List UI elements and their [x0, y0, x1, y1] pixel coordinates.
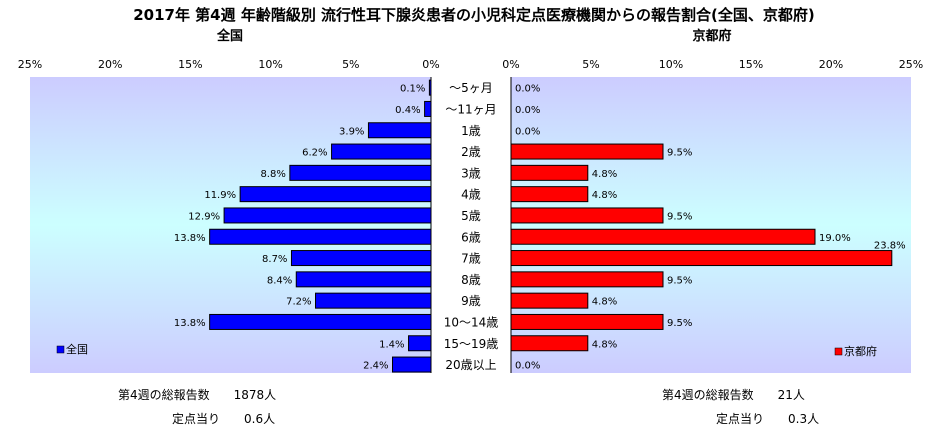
category-labels: ～5ヶ月 ～11ヶ月 1歳 2歳 3歳 4歳 5歳 6歳 7歳 8歳 9歳 10～14歳 15～19歳 2…: [444, 81, 499, 372]
bar-kyoto: [510, 228, 816, 245]
bar-national: [223, 207, 432, 224]
bar-kyoto: [510, 271, 664, 288]
data-label-national: 12.9%: [188, 211, 220, 222]
data-label-kyoto: 23.8%: [874, 241, 906, 252]
bar-national: [428, 79, 432, 96]
bar-national: [209, 313, 432, 330]
category-label: 3歳: [461, 166, 481, 180]
bar-national: [392, 356, 432, 373]
data-label-national: 2.4%: [363, 361, 388, 372]
bar-national: [331, 143, 432, 160]
category-label: 20歳以上: [445, 358, 496, 372]
tick-label-kyoto: 10%: [659, 58, 683, 71]
legend-label-kyoto: 京都府: [844, 344, 877, 358]
data-label-national: 11.9%: [204, 190, 236, 201]
data-label-kyoto: 9.5%: [667, 275, 692, 286]
bar-national: [424, 100, 432, 117]
tick-label-national: 0%: [422, 58, 439, 71]
tick-label-kyoto: 15%: [739, 58, 763, 71]
data-label-kyoto: 0.0%: [515, 84, 540, 95]
bar-kyoto: [510, 207, 664, 224]
data-label-kyoto: 0.0%: [515, 361, 540, 372]
data-label-kyoto: 9.5%: [667, 148, 692, 159]
panel-title-national: 全国: [216, 28, 243, 44]
data-label-kyoto: 19.0%: [819, 233, 851, 244]
data-label-national: 0.1%: [400, 84, 425, 95]
tick-label-kyoto: 25%: [899, 58, 923, 71]
data-label-national: 8.7%: [262, 254, 287, 265]
bar-national: [315, 292, 432, 309]
tick-label-kyoto: 20%: [819, 58, 843, 71]
legend-national: 全国: [56, 342, 88, 356]
tick-label-kyoto: 5%: [582, 58, 599, 71]
tick-label-national: 10%: [258, 58, 282, 71]
tick-label-kyoto: 0%: [502, 58, 519, 71]
tick-labels-kyoto: 0% 5% 10% 15% 20% 25%: [502, 58, 923, 71]
data-label-kyoto: 4.8%: [592, 169, 617, 180]
bar-national: [289, 164, 432, 181]
national-per-site: 定点当り 0.6人: [172, 412, 276, 426]
legend-swatch-kyoto: [834, 347, 843, 356]
tick-labels-national: 25% 20% 15% 10% 5% 0%: [18, 58, 440, 71]
kyoto-per-site: 定点当り 0.3人: [716, 412, 820, 426]
tick-label-national: 15%: [178, 58, 202, 71]
category-label: ～11ヶ月: [445, 102, 496, 116]
bar-kyoto: [510, 335, 589, 352]
category-label: 10～14歳: [444, 315, 499, 329]
bar-kyoto: [510, 313, 664, 330]
bar-national: [239, 186, 432, 203]
data-label-national: 3.9%: [339, 126, 364, 137]
data-label-kyoto: 0.0%: [515, 105, 540, 116]
data-label-national: 13.8%: [174, 318, 206, 329]
data-label-kyoto: 9.5%: [667, 211, 692, 222]
category-label: 1歳: [461, 124, 481, 138]
data-label-national: 7.2%: [286, 297, 311, 308]
bar-kyoto: [510, 186, 589, 203]
bar-kyoto: [510, 164, 589, 181]
tick-label-national: 5%: [342, 58, 359, 71]
bar-national: [295, 271, 432, 288]
chart-title: 2017年 第4週 年齢階級別 流行性耳下腺炎患者の小児科定点医療機関からの報告…: [133, 6, 815, 24]
national-total-reports: 第4週の総報告数 1878人: [118, 388, 277, 402]
data-label-national: 1.4%: [379, 339, 404, 350]
data-label-kyoto: 4.8%: [592, 339, 617, 350]
data-label-kyoto: 0.0%: [515, 126, 540, 137]
tick-label-national: 25%: [18, 58, 42, 71]
category-label: 5歳: [461, 209, 481, 223]
bar-national: [209, 228, 432, 245]
panel-title-kyoto: 京都府: [692, 28, 731, 44]
data-label-kyoto: 4.8%: [592, 297, 617, 308]
legend-label-national: 全国: [66, 342, 88, 356]
bar-national: [290, 250, 432, 267]
data-label-national: 6.2%: [302, 148, 327, 159]
data-label-national: 13.8%: [174, 233, 206, 244]
bars-kyoto: 0.0% 0.0% 0.0% 9.5% 4.8% 4.8% 9.5% 19.0% 23.8% 9.…: [510, 84, 906, 372]
data-label-national: 8.4%: [267, 275, 292, 286]
category-label: 9歳: [461, 294, 481, 308]
data-label-kyoto: 4.8%: [592, 190, 617, 201]
bars-national: 0.1% 0.4% 3.9% 6.2% 8.8% 11.9% 12.9% 13.8% 8.7% 8…: [174, 79, 432, 373]
category-label: 7歳: [461, 252, 481, 266]
category-label: 15～19歳: [444, 337, 499, 351]
bar-kyoto: [510, 143, 664, 160]
category-label: 6歳: [461, 230, 481, 244]
bar-national: [367, 122, 432, 139]
data-label-national: 0.4%: [395, 105, 420, 116]
legend-swatch-national: [56, 345, 65, 354]
bar-kyoto: [510, 292, 589, 309]
bar-national: [408, 335, 432, 352]
bar-kyoto: [510, 250, 893, 267]
tick-label-national: 20%: [98, 58, 122, 71]
category-label: 2歳: [461, 145, 481, 159]
data-label-national: 8.8%: [260, 169, 285, 180]
data-label-kyoto: 9.5%: [667, 318, 692, 329]
category-label: ～5ヶ月: [449, 81, 493, 95]
category-label: 4歳: [461, 188, 481, 202]
kyoto-total-reports: 第4週の総報告数 21人: [662, 388, 805, 402]
legend-kyoto: 京都府: [834, 344, 877, 358]
category-label: 8歳: [461, 273, 481, 287]
